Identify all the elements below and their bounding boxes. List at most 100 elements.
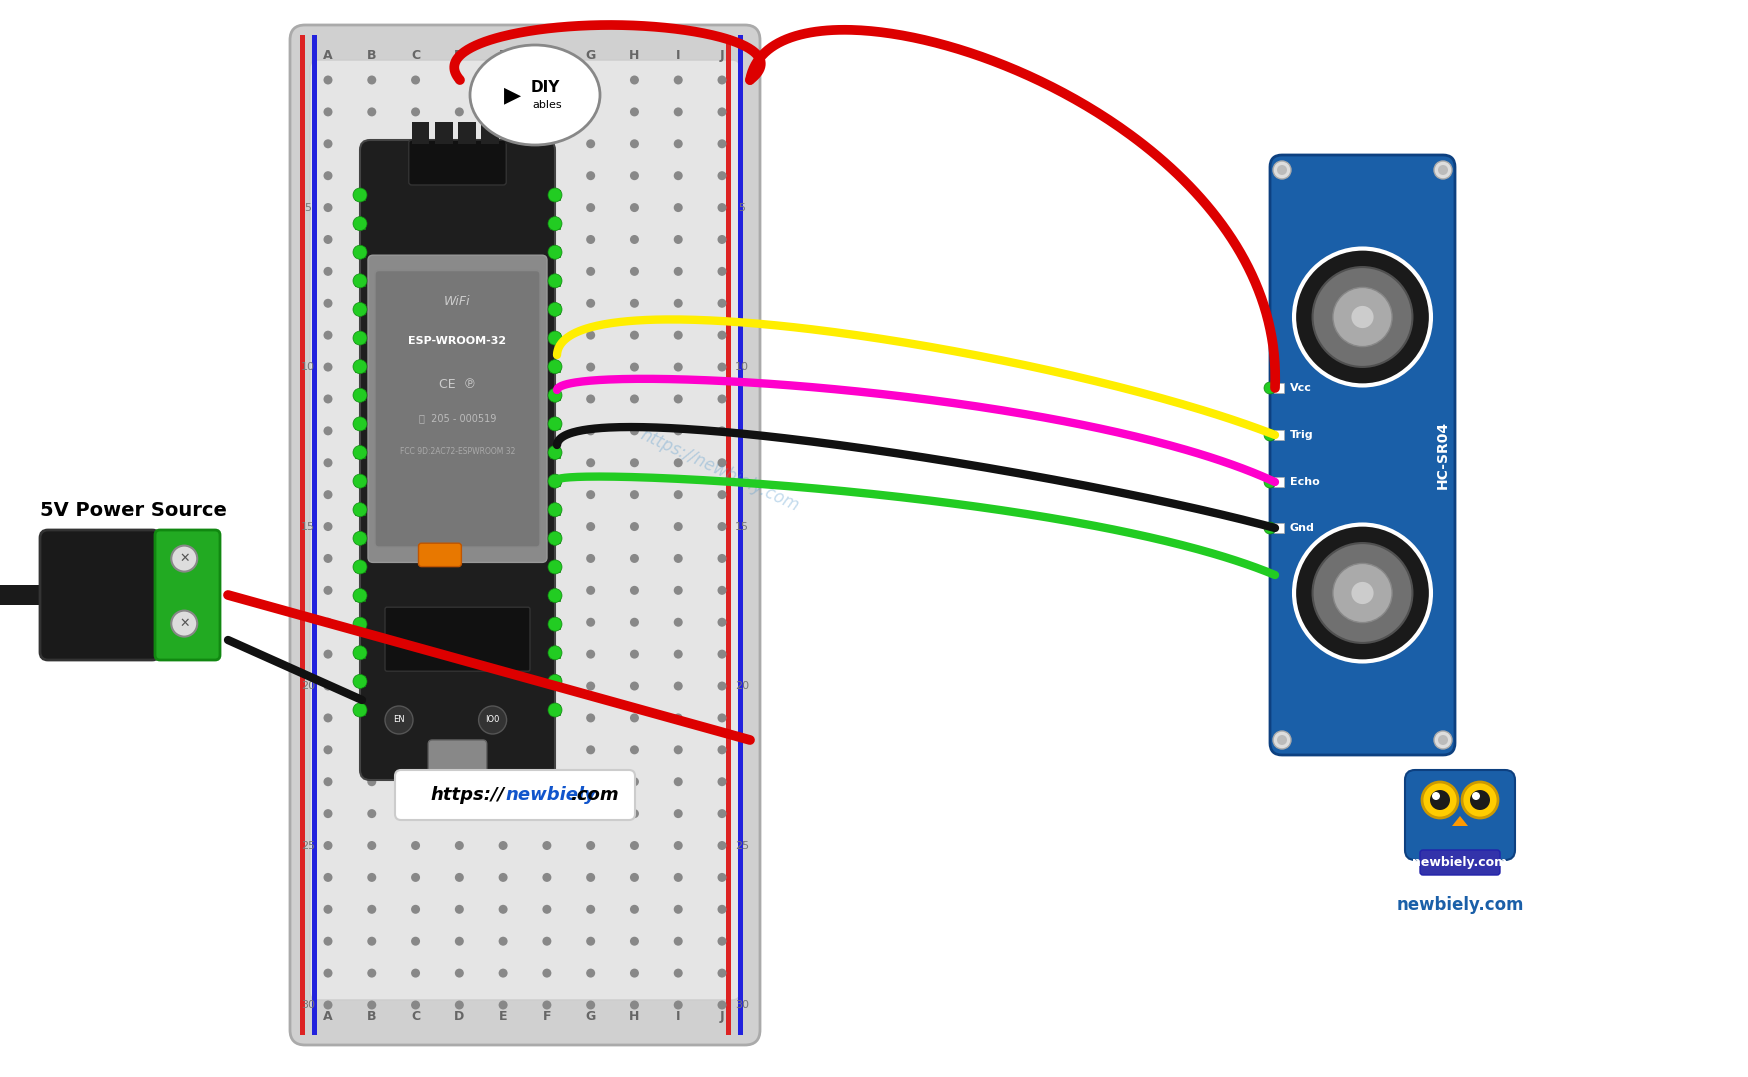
Circle shape	[717, 204, 725, 212]
Circle shape	[717, 108, 725, 116]
Circle shape	[367, 139, 376, 149]
Circle shape	[1276, 165, 1287, 174]
Circle shape	[673, 554, 682, 563]
Circle shape	[323, 809, 332, 819]
Circle shape	[411, 873, 420, 882]
Bar	[549, 676, 559, 686]
Text: H: H	[629, 1010, 640, 1023]
Circle shape	[454, 1001, 463, 1009]
Circle shape	[547, 560, 561, 574]
Text: 10: 10	[301, 362, 315, 372]
Circle shape	[717, 1001, 725, 1009]
Circle shape	[673, 713, 682, 723]
Bar	[549, 619, 559, 629]
Circle shape	[717, 298, 725, 308]
Circle shape	[454, 331, 463, 339]
Circle shape	[323, 522, 332, 531]
Circle shape	[673, 108, 682, 116]
Circle shape	[171, 611, 198, 637]
Circle shape	[586, 586, 594, 595]
Circle shape	[454, 745, 463, 754]
Circle shape	[629, 682, 638, 690]
Circle shape	[385, 707, 413, 735]
Circle shape	[547, 417, 561, 431]
Bar	[738, 34, 743, 1035]
Circle shape	[717, 522, 725, 531]
Circle shape	[629, 586, 638, 595]
Circle shape	[673, 331, 682, 339]
Circle shape	[411, 75, 420, 84]
Circle shape	[547, 246, 561, 260]
Bar	[355, 419, 365, 429]
Circle shape	[629, 490, 638, 499]
Bar	[549, 505, 559, 515]
Circle shape	[673, 171, 682, 180]
Circle shape	[586, 363, 594, 372]
Circle shape	[547, 617, 561, 631]
Circle shape	[1332, 288, 1391, 347]
Circle shape	[411, 139, 420, 149]
Text: Vcc: Vcc	[1290, 383, 1311, 393]
Circle shape	[411, 841, 420, 850]
Circle shape	[367, 554, 376, 563]
Circle shape	[673, 490, 682, 499]
Circle shape	[542, 873, 551, 882]
Circle shape	[367, 298, 376, 308]
Circle shape	[411, 426, 420, 435]
Circle shape	[454, 586, 463, 595]
Circle shape	[717, 586, 725, 595]
Circle shape	[629, 108, 638, 116]
Circle shape	[586, 331, 594, 339]
Circle shape	[586, 108, 594, 116]
Circle shape	[542, 363, 551, 372]
Circle shape	[586, 873, 594, 882]
Circle shape	[542, 75, 551, 84]
Circle shape	[411, 1001, 420, 1009]
Circle shape	[629, 713, 638, 723]
Text: D: D	[454, 48, 465, 61]
Text: 20: 20	[734, 681, 748, 691]
Circle shape	[367, 809, 376, 819]
Circle shape	[353, 674, 367, 688]
Text: 25: 25	[301, 840, 315, 851]
Circle shape	[586, 426, 594, 435]
Circle shape	[454, 139, 463, 149]
Text: Gnd: Gnd	[1290, 523, 1314, 533]
Circle shape	[353, 389, 367, 403]
Text: 30: 30	[301, 1001, 315, 1010]
Circle shape	[323, 968, 332, 978]
Circle shape	[353, 216, 367, 230]
FancyBboxPatch shape	[374, 270, 540, 547]
Circle shape	[673, 1001, 682, 1009]
Circle shape	[542, 682, 551, 690]
Circle shape	[542, 490, 551, 499]
Circle shape	[673, 873, 682, 882]
Circle shape	[542, 968, 551, 978]
Circle shape	[547, 360, 561, 374]
Circle shape	[629, 554, 638, 563]
Circle shape	[586, 618, 594, 627]
Circle shape	[629, 235, 638, 244]
Circle shape	[498, 586, 507, 595]
Circle shape	[454, 841, 463, 850]
Circle shape	[673, 363, 682, 372]
Circle shape	[1264, 522, 1276, 534]
Circle shape	[586, 298, 594, 308]
Circle shape	[586, 905, 594, 913]
Circle shape	[411, 490, 420, 499]
Bar	[1273, 383, 1283, 393]
Circle shape	[323, 682, 332, 690]
Circle shape	[454, 458, 463, 467]
Circle shape	[367, 968, 376, 978]
Circle shape	[454, 363, 463, 372]
Circle shape	[367, 204, 376, 212]
Circle shape	[586, 394, 594, 404]
Circle shape	[542, 108, 551, 116]
Circle shape	[629, 522, 638, 531]
Circle shape	[547, 531, 561, 545]
Circle shape	[586, 649, 594, 659]
Circle shape	[673, 682, 682, 690]
Bar	[355, 647, 365, 658]
Circle shape	[498, 841, 507, 850]
Circle shape	[367, 713, 376, 723]
